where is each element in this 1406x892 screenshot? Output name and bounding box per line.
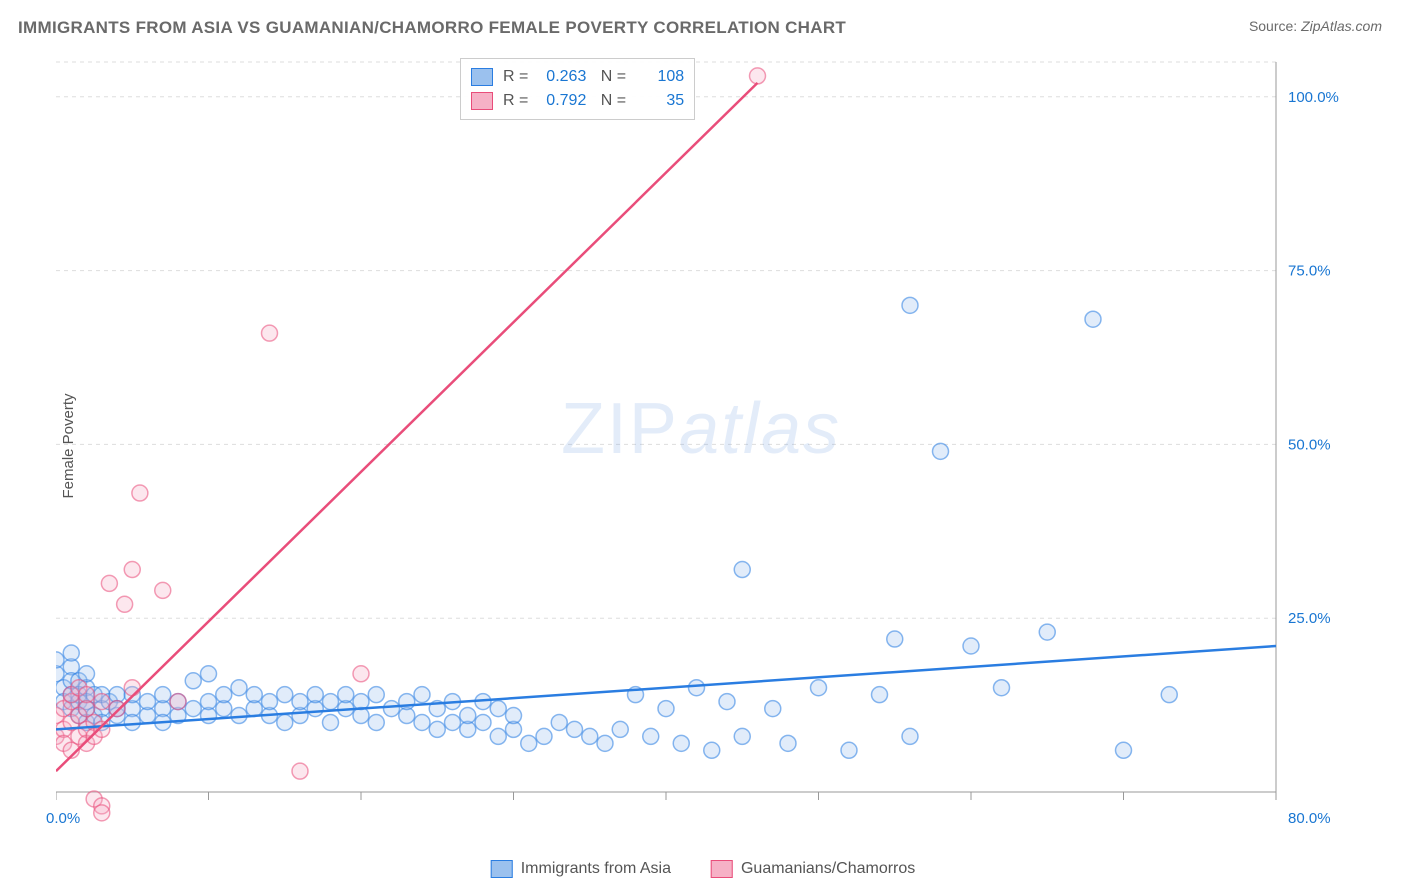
stat-legend-row: R = 0.263 N = 108 — [471, 65, 684, 89]
svg-text:100.0%: 100.0% — [1288, 89, 1339, 106]
legend-swatch-series1 — [471, 68, 493, 86]
svg-text:50.0%: 50.0% — [1288, 436, 1331, 453]
stat-legend-row: R = 0.792 N = 35 — [471, 89, 684, 113]
bottom-legend-item: Immigrants from Asia — [491, 860, 671, 878]
stat-n-label: N = — [596, 89, 626, 113]
bottom-legend-item: Guamanians/Chamorros — [711, 860, 915, 878]
stat-r-value: 0.792 — [538, 89, 586, 113]
stat-n-label: N = — [596, 65, 626, 89]
chart-container: IMMIGRANTS FROM ASIA VS GUAMANIAN/CHAMOR… — [0, 0, 1406, 892]
stat-n-value: 35 — [636, 89, 684, 113]
x-axis-start-label: 0.0% — [46, 810, 80, 827]
stat-legend: R = 0.263 N = 108 R = 0.792 N = 35 — [460, 58, 695, 120]
svg-text:25.0%: 25.0% — [1288, 610, 1331, 627]
legend-swatch-series2 — [471, 92, 493, 110]
stat-r-label: R = — [503, 89, 528, 113]
source-attribution: Source: ZipAtlas.com — [1249, 18, 1382, 34]
stat-r-value: 0.263 — [538, 65, 586, 89]
legend-label: Immigrants from Asia — [521, 860, 671, 878]
x-axis-end-label: 80.0% — [1288, 810, 1331, 827]
source-value: ZipAtlas.com — [1301, 18, 1382, 34]
legend-swatch-icon — [491, 860, 513, 878]
legend-label: Guamanians/Chamorros — [741, 860, 915, 878]
chart-title: IMMIGRANTS FROM ASIA VS GUAMANIAN/CHAMOR… — [18, 18, 846, 38]
svg-text:75.0%: 75.0% — [1288, 263, 1331, 280]
source-label: Source: — [1249, 18, 1297, 34]
bottom-legend: Immigrants from Asia Guamanians/Chamorro… — [491, 860, 916, 878]
stat-r-label: R = — [503, 65, 528, 89]
stat-n-value: 108 — [636, 65, 684, 89]
plot-area: 25.0%50.0%75.0%100.0% ZIPatlas — [56, 52, 1346, 822]
legend-swatch-icon — [711, 860, 733, 878]
chart-svg: 25.0% 50.0% 75.0% 100.0% — [56, 52, 1346, 822]
